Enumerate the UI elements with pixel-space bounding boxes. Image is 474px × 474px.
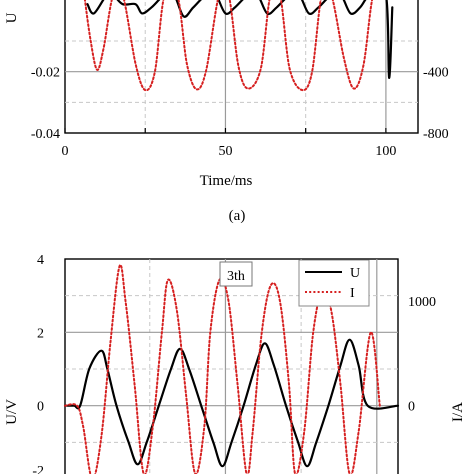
y-tick-label: 0 [37, 400, 44, 415]
series-left-0-line [86, 0, 394, 79]
panel-b-annotation-box [219, 261, 253, 287]
legend-frame [298, 259, 370, 307]
y2-tick-label: -400 [423, 66, 449, 81]
panel-a-ticks: -0.04 -0.02 -800 -400 0 50 100 [31, 66, 449, 159]
y-tick-label-partial: -2 [32, 464, 44, 474]
panel-a-y-label: U [4, 12, 20, 23]
panel-b-y2-label: I/A [450, 402, 466, 422]
panel-a-series [83, 0, 394, 92]
panel-b-ticks: 4 2 0 1000 0 -2 [32, 253, 436, 474]
y-tick-label: 4 [37, 253, 44, 268]
y2-tick-label: -800 [423, 127, 449, 142]
y-tick-label: -0.04 [31, 127, 60, 142]
panel-b-y-label: U/V [4, 399, 20, 425]
series-U-line [63, 338, 400, 468]
legend-label-u: U [350, 266, 360, 281]
panel-a-x-label: Time/ms [200, 173, 253, 189]
y2-tick-label: 1000 [408, 295, 436, 310]
y-tick-label: -0.02 [31, 66, 60, 81]
legend-label-i: I [350, 286, 355, 301]
panel-a-caption: (a) [229, 208, 246, 224]
panel-b: 4 2 0 1000 0 -2 U/V I/A 3th U I [4, 253, 466, 474]
x-tick-label: 0 [62, 144, 69, 159]
x-tick-label: 50 [218, 144, 232, 159]
y2-tick-label: 0 [408, 400, 415, 415]
panel-b-annotation: 3th [227, 269, 245, 284]
panel-a-frame [64, 0, 419, 134]
y-tick-label: 2 [37, 326, 44, 341]
panel-a-grid [65, 0, 418, 133]
panel-a: -0.04 -0.02 -800 -400 0 50 100 U Time/ms (a) [4, 0, 449, 224]
panel-b-legend: U I [298, 259, 370, 307]
series-right-1-line [83, 0, 374, 92]
x-tick-label: 100 [375, 144, 396, 159]
